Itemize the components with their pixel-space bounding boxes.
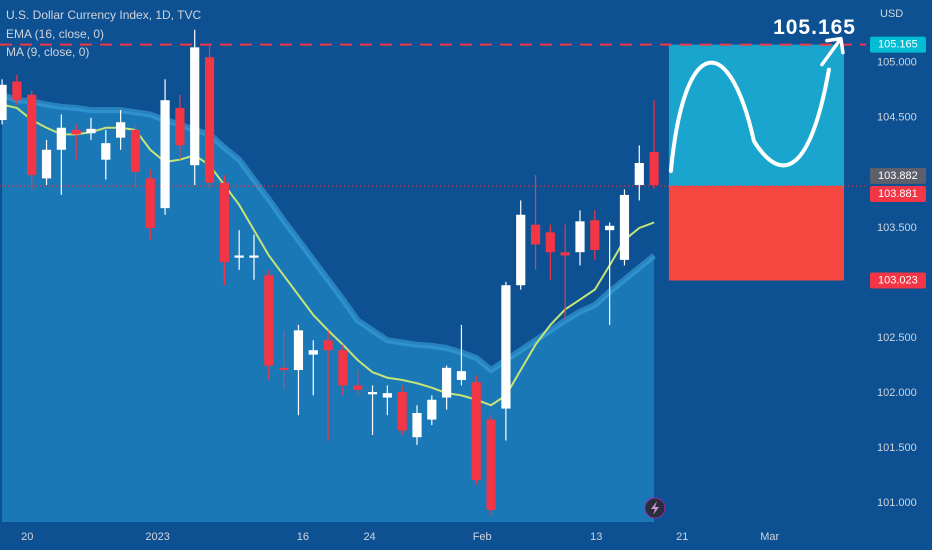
candle-body [130, 129, 141, 172]
price-label-box [870, 167, 926, 184]
candle-body [427, 399, 437, 420]
candle-body [71, 129, 81, 135]
price-label: 105.165 [878, 39, 918, 51]
y-tick-label: 102.500 [877, 332, 917, 344]
price-label-box [870, 272, 926, 289]
candle-body [264, 275, 274, 366]
target-annotation: 105.165 [773, 16, 856, 39]
candle-body [234, 255, 244, 258]
legend-entry: MA (9, close, 0) [6, 45, 89, 59]
candle-body [249, 255, 259, 258]
stop-zone [668, 186, 844, 281]
candle-body [442, 367, 452, 398]
candle-body [27, 94, 37, 176]
candle-body [145, 178, 155, 228]
candle-body [545, 232, 555, 253]
wave-drawing [668, 60, 831, 174]
y-tick-label: 105.000 [877, 57, 917, 69]
alert-icon[interactable] [644, 497, 666, 519]
candle-body [486, 419, 496, 510]
candle-body [56, 127, 66, 150]
x-tick-label: 2023 [145, 531, 169, 543]
candle-body [516, 214, 526, 286]
price-label-box [870, 186, 926, 203]
x-tick-label: Mar [760, 531, 779, 543]
candle-body [560, 252, 570, 256]
currency-label: USD [880, 8, 903, 20]
x-tick-label: 13 [590, 531, 602, 543]
candle-body [86, 128, 96, 134]
candle-body [456, 371, 467, 380]
candle-body [0, 84, 7, 121]
candle-body [279, 367, 289, 371]
candle-body [634, 162, 644, 186]
candle-body [308, 350, 318, 355]
candle-body [175, 107, 185, 146]
candle-body [41, 149, 52, 179]
arrow-drawing [820, 36, 845, 67]
candle-body [530, 224, 541, 245]
candle-body [160, 100, 170, 209]
chart-title: U.S. Dollar Currency Index, 1D, TVC [6, 8, 202, 22]
x-tick-label: 24 [363, 531, 375, 543]
candle-body [397, 392, 407, 431]
candle-body [190, 47, 200, 166]
candle-body [590, 220, 600, 250]
price-label: 103.023 [878, 274, 918, 286]
x-tick-label: Feb [473, 531, 492, 543]
candle-body [367, 392, 378, 395]
legend-entry: EMA (16, close, 0) [6, 27, 104, 41]
price-label: 103.882 [878, 170, 918, 182]
x-tick-label: 16 [297, 531, 309, 543]
x-tick-label: 21 [676, 531, 688, 543]
candle-body [204, 57, 215, 183]
candle-body [605, 225, 615, 231]
plot-area: 105.165 [0, 16, 866, 522]
candle-body [338, 350, 348, 386]
ma-edge [1, 91, 656, 374]
price-label-box [870, 36, 926, 53]
candle-body [323, 340, 333, 351]
candle-body [12, 81, 22, 101]
candle-body [101, 143, 111, 160]
candle-body [649, 151, 659, 186]
candle-body [619, 194, 630, 260]
candle-body [575, 221, 585, 253]
candle-body [501, 285, 511, 409]
y-tick-label: 101.000 [877, 497, 917, 509]
y-tick-label: 103.500 [877, 222, 917, 234]
candle-body [382, 393, 392, 398]
candle-body [219, 182, 229, 263]
y-tick-label: 104.500 [877, 112, 917, 124]
candle-body [353, 385, 363, 390]
candle-body [293, 330, 304, 371]
y-tick-label: 101.500 [877, 442, 917, 454]
candle-body [412, 412, 422, 438]
y-tick-label: 102.000 [877, 387, 917, 399]
candle-body [116, 122, 126, 138]
price-label: 103.881 [878, 188, 918, 200]
x-tick-label: 20 [21, 531, 33, 543]
candle-body [471, 382, 481, 481]
